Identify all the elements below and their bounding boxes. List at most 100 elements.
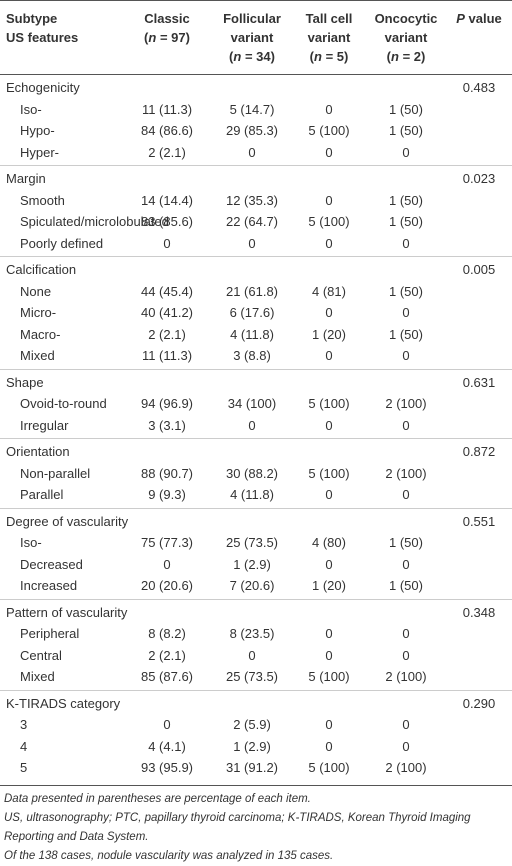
cell: 0 (402, 144, 410, 160)
cell: 3 (8.8) (233, 348, 271, 363)
p-value: 0.551 (462, 513, 496, 529)
cell: 93 (95.9) (140, 760, 194, 775)
group-title: Margin (6, 171, 46, 186)
row-label: Increased (20, 578, 78, 593)
data-row: Hypo- 84 (86.6) 29 (85.3) 5 (100) 1 (50) (0, 120, 512, 142)
row-label: Hypo- (20, 123, 55, 138)
header-text: n (148, 30, 157, 45)
cell: 0 (325, 235, 333, 251)
data-row: Iso- 11 (11.3) 5 (14.7) 0 1 (50) (0, 99, 512, 121)
cell: 2 (100) (385, 669, 427, 684)
header-text: = 34) (241, 49, 275, 64)
header-text: ( (309, 49, 314, 64)
cell: 4 (11.8) (230, 326, 274, 342)
cell: 4 (4.1) (148, 738, 186, 754)
header-text: variant (230, 30, 274, 45)
group-title: Echogenicity (6, 80, 80, 95)
row-label: 3 (20, 717, 28, 732)
empty-cell (446, 99, 512, 121)
cell: 1 (50) (389, 535, 423, 550)
cell: 1 (20) (312, 578, 346, 593)
row-label: Iso- (20, 101, 42, 117)
row-label: Iso- (20, 535, 42, 550)
data-row: Central 2 (2.1) 0 0 0 (0, 645, 512, 667)
cell: 0 (163, 556, 171, 572)
p-value: 0.872 (462, 444, 496, 459)
empty-cell (446, 120, 512, 142)
empty-cell (446, 324, 512, 346)
empty-cell (446, 575, 512, 599)
header-text: value (464, 11, 502, 26)
header-cell: Oncocytic variant (n = 2) (366, 1, 446, 75)
data-row: 5 93 (95.9) 31 (91.2) 5 (100) 2 (100) (0, 757, 512, 781)
cell: 0 (325, 101, 333, 117)
cell: 1 (50) (389, 123, 423, 138)
data-row: 3 0 2 (5.9) 0 0 (0, 714, 512, 736)
cell: 0 (402, 417, 410, 433)
footnote: US, ultrasonography; PTC, papillary thyr… (4, 811, 471, 843)
empty-cell (446, 623, 512, 645)
header-text: n (233, 49, 242, 64)
cell: 4 (80) (312, 535, 346, 550)
cell: 8 (23.5) (229, 626, 275, 641)
cell: 85 (87.6) (140, 669, 194, 684)
row-label: Mixed (20, 669, 55, 684)
p-value: 0.005 (462, 262, 496, 277)
header-text: ( (229, 49, 234, 64)
cell: 2 (2.1) (148, 647, 186, 663)
data-row: Micro- 40 (41.2) 6 (17.6) 0 0 (0, 302, 512, 324)
table-body: Echogenicity 0.483 Iso- 11 (11.3) 5 (14.7) 0 1… (0, 75, 512, 781)
cell: 2 (2.1) (148, 144, 186, 160)
header-row: Subtype US features Classic (n = 97) Folli… (0, 0, 512, 75)
header-cell: P value (446, 1, 512, 75)
empty-cell (446, 302, 512, 324)
group-row: Orientation 0.872 (0, 438, 512, 463)
row-label: Ovoid-to-round (20, 396, 107, 411)
cell: 22 (64.7) (225, 214, 279, 229)
cell: 6 (17.6) (229, 305, 275, 320)
cell: 1 (50) (389, 283, 423, 299)
cell: 0 (248, 235, 256, 251)
cell: 1 (50) (389, 101, 423, 117)
cell: 1 (50) (389, 326, 423, 342)
data-row: Peripheral 8 (8.2) 8 (23.5) 0 0 (0, 623, 512, 645)
empty-cell (446, 645, 512, 667)
row-label: Central (20, 647, 62, 663)
cell: 0 (248, 144, 256, 160)
group-row: Pattern of vascularity 0.348 (0, 599, 512, 623)
cell: 2 (5.9) (233, 717, 271, 732)
group-title: K-TIRADS category (6, 695, 121, 711)
cell: 0 (325, 647, 333, 663)
empty-cell (446, 345, 512, 369)
row-label: Spiculated/microlobulated (20, 214, 169, 229)
header-text: Classic (144, 11, 190, 26)
header-cell: Subtype US features (0, 1, 122, 75)
row-label: Irregular (20, 417, 69, 433)
cell: 8 (8.2) (148, 626, 186, 641)
data-row: Hyper- 2 (2.1) 0 0 0 (0, 142, 512, 166)
empty-cell (446, 714, 512, 736)
p-value: 0.290 (462, 695, 496, 711)
cell: 9 (9.3) (148, 487, 186, 502)
data-row: Smooth 14 (14.4) 12 (35.3) 0 1 (50) (0, 190, 512, 212)
row-label: Peripheral (20, 626, 80, 641)
cell: 12 (35.3) (225, 192, 279, 208)
cell: 5 (14.7) (229, 101, 275, 117)
row-label: Micro- (20, 305, 57, 320)
cell: 0 (325, 417, 333, 433)
header-text: Subtype (6, 11, 58, 26)
cell: 1 (50) (389, 214, 423, 229)
group-title: Degree of vascularity (6, 513, 129, 529)
data-row: Iso- 75 (77.3) 25 (73.5) 4 (80) 1 (50) (0, 532, 512, 554)
header-text: = 2) (398, 49, 426, 64)
cell: 5 (100) (308, 214, 350, 229)
cell: 30 (88.2) (225, 465, 279, 481)
data-row: Spiculated/microlobulated 83 (85.6) 22 (64… (0, 211, 512, 233)
cell: 5 (100) (308, 669, 350, 684)
header-text: Oncocytic (374, 11, 438, 26)
header-text: variant (384, 30, 428, 45)
cell: 5 (100) (308, 760, 350, 775)
empty-cell (446, 415, 512, 439)
cell: 4 (11.8) (230, 487, 274, 502)
cell: 11 (11.3) (141, 101, 193, 117)
